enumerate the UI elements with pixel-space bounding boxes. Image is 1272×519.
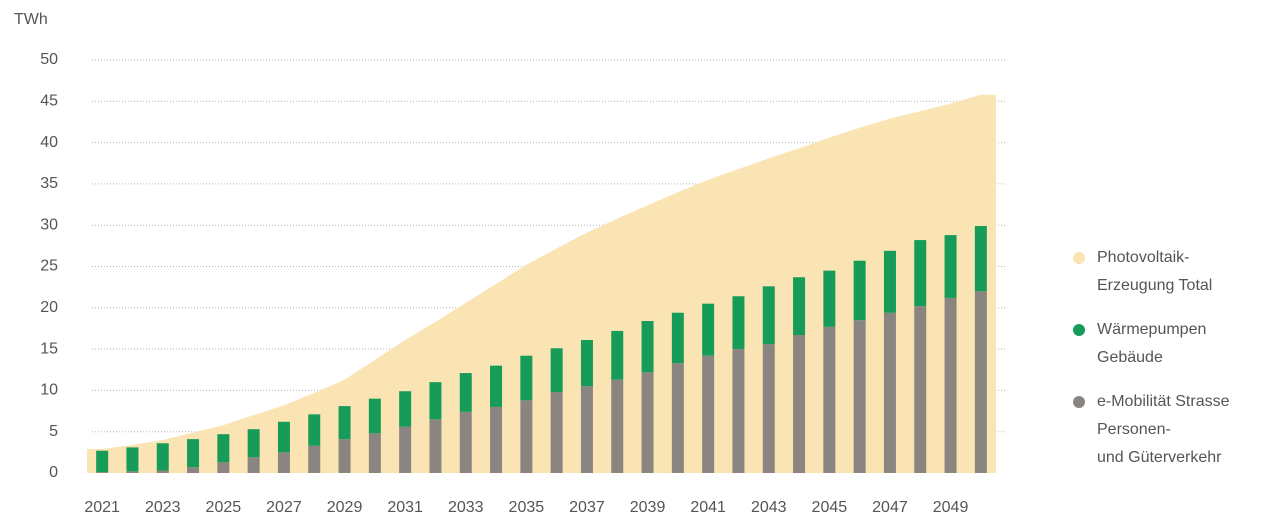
bar-segment bbox=[974, 226, 987, 292]
bar-segment bbox=[671, 363, 684, 473]
y-tick-label: 15 bbox=[40, 340, 58, 357]
y-tick-label: 5 bbox=[49, 423, 58, 440]
y-tick-label: 35 bbox=[40, 175, 58, 192]
bar-segment bbox=[823, 270, 836, 327]
legend-label: Wärmepumpen Gebäude bbox=[1097, 321, 1206, 366]
bar-segment bbox=[883, 250, 896, 313]
x-tick-label: 2039 bbox=[630, 499, 666, 516]
y-tick-label: 25 bbox=[40, 258, 58, 275]
x-tick-label: 2043 bbox=[751, 499, 787, 516]
bar-segment bbox=[974, 291, 987, 473]
bar-segment bbox=[793, 335, 806, 473]
bar-segment bbox=[156, 470, 169, 473]
x-tick-label: 2045 bbox=[812, 499, 848, 516]
bar-segment bbox=[247, 429, 260, 458]
bar-segment bbox=[914, 306, 927, 473]
bar-segment bbox=[187, 467, 200, 473]
bar-segment bbox=[580, 386, 593, 473]
bar-segment bbox=[914, 240, 927, 307]
x-tick-label: 2025 bbox=[206, 499, 242, 516]
bar-segment bbox=[611, 330, 624, 380]
y-tick-label: 50 bbox=[40, 51, 58, 68]
bar-segment bbox=[641, 372, 654, 473]
bar-segment bbox=[217, 462, 230, 473]
x-tick-label: 2035 bbox=[509, 499, 545, 516]
bar-segment bbox=[277, 452, 290, 473]
bar-segment bbox=[308, 414, 321, 446]
bar-segment bbox=[883, 312, 896, 473]
bar-segment bbox=[732, 296, 745, 350]
bar-segment bbox=[944, 297, 957, 473]
y-tick-label: 30 bbox=[40, 216, 58, 233]
bar-segment bbox=[217, 434, 230, 463]
bar-segment bbox=[96, 450, 109, 473]
bar-segment bbox=[126, 471, 139, 473]
bar-segment bbox=[308, 445, 321, 473]
bar-segment bbox=[490, 365, 503, 407]
bar-segment bbox=[641, 321, 654, 373]
bar-segment bbox=[702, 303, 715, 356]
bar-segment bbox=[247, 457, 260, 473]
y-axis-label: TWh bbox=[14, 11, 48, 28]
bar-segment bbox=[823, 326, 836, 473]
bar-segment bbox=[520, 400, 533, 473]
bar-segment bbox=[671, 312, 684, 364]
legend-label: e-Mobilität Strasse Personen-und Güterver… bbox=[1097, 393, 1230, 466]
bar-segment bbox=[550, 348, 563, 393]
bar-segment bbox=[762, 344, 775, 473]
x-tick-label: 2049 bbox=[933, 499, 969, 516]
bar-segment bbox=[368, 398, 381, 434]
bar-segment bbox=[399, 426, 412, 473]
y-tick-label: 20 bbox=[40, 299, 58, 316]
x-tick-label: 2029 bbox=[327, 499, 363, 516]
bar-segment bbox=[853, 320, 866, 473]
bar-segment bbox=[611, 379, 624, 473]
bar-segment bbox=[429, 382, 442, 420]
bar-segment bbox=[126, 447, 139, 472]
bar-segment bbox=[156, 443, 169, 471]
x-tick-label: 2023 bbox=[145, 499, 181, 516]
legend-marker bbox=[1073, 252, 1085, 264]
bar-segment bbox=[580, 340, 593, 387]
bar-segment bbox=[338, 439, 351, 473]
bar-segment bbox=[399, 391, 412, 427]
x-tick-label: 2037 bbox=[569, 499, 605, 516]
bar-segment bbox=[368, 433, 381, 473]
y-tick-label: 0 bbox=[49, 464, 58, 481]
bar-segment bbox=[732, 349, 745, 473]
y-tick-label: 45 bbox=[40, 93, 58, 110]
legend-marker bbox=[1073, 324, 1085, 336]
x-tick-label: 2041 bbox=[690, 499, 726, 516]
legend-label: Photovoltaik-Erzeugung Total bbox=[1097, 249, 1212, 294]
x-tick-label: 2021 bbox=[84, 499, 120, 516]
bar-segment bbox=[762, 286, 775, 345]
x-tick-label: 2033 bbox=[448, 499, 484, 516]
bar-segment bbox=[277, 421, 290, 453]
bar-segment bbox=[459, 373, 472, 412]
x-tick-label: 2027 bbox=[266, 499, 302, 516]
y-tick-label: 40 bbox=[40, 134, 58, 151]
y-tick-label: 10 bbox=[40, 382, 58, 399]
bar-segment bbox=[520, 355, 533, 401]
bar-segment bbox=[429, 419, 442, 473]
bar-segment bbox=[702, 355, 715, 473]
bar-segment bbox=[459, 411, 472, 473]
bar-segment bbox=[793, 277, 806, 336]
bar-segment bbox=[853, 260, 866, 321]
bar-segment bbox=[187, 439, 200, 468]
bar-segment bbox=[96, 472, 109, 473]
legend-marker bbox=[1073, 396, 1085, 408]
x-tick-label: 2047 bbox=[872, 499, 908, 516]
bar-segment bbox=[550, 392, 563, 473]
x-tick-label: 2031 bbox=[387, 499, 423, 516]
bar-segment bbox=[490, 406, 503, 473]
bar-segment bbox=[944, 235, 957, 298]
bar-segment bbox=[338, 406, 351, 440]
